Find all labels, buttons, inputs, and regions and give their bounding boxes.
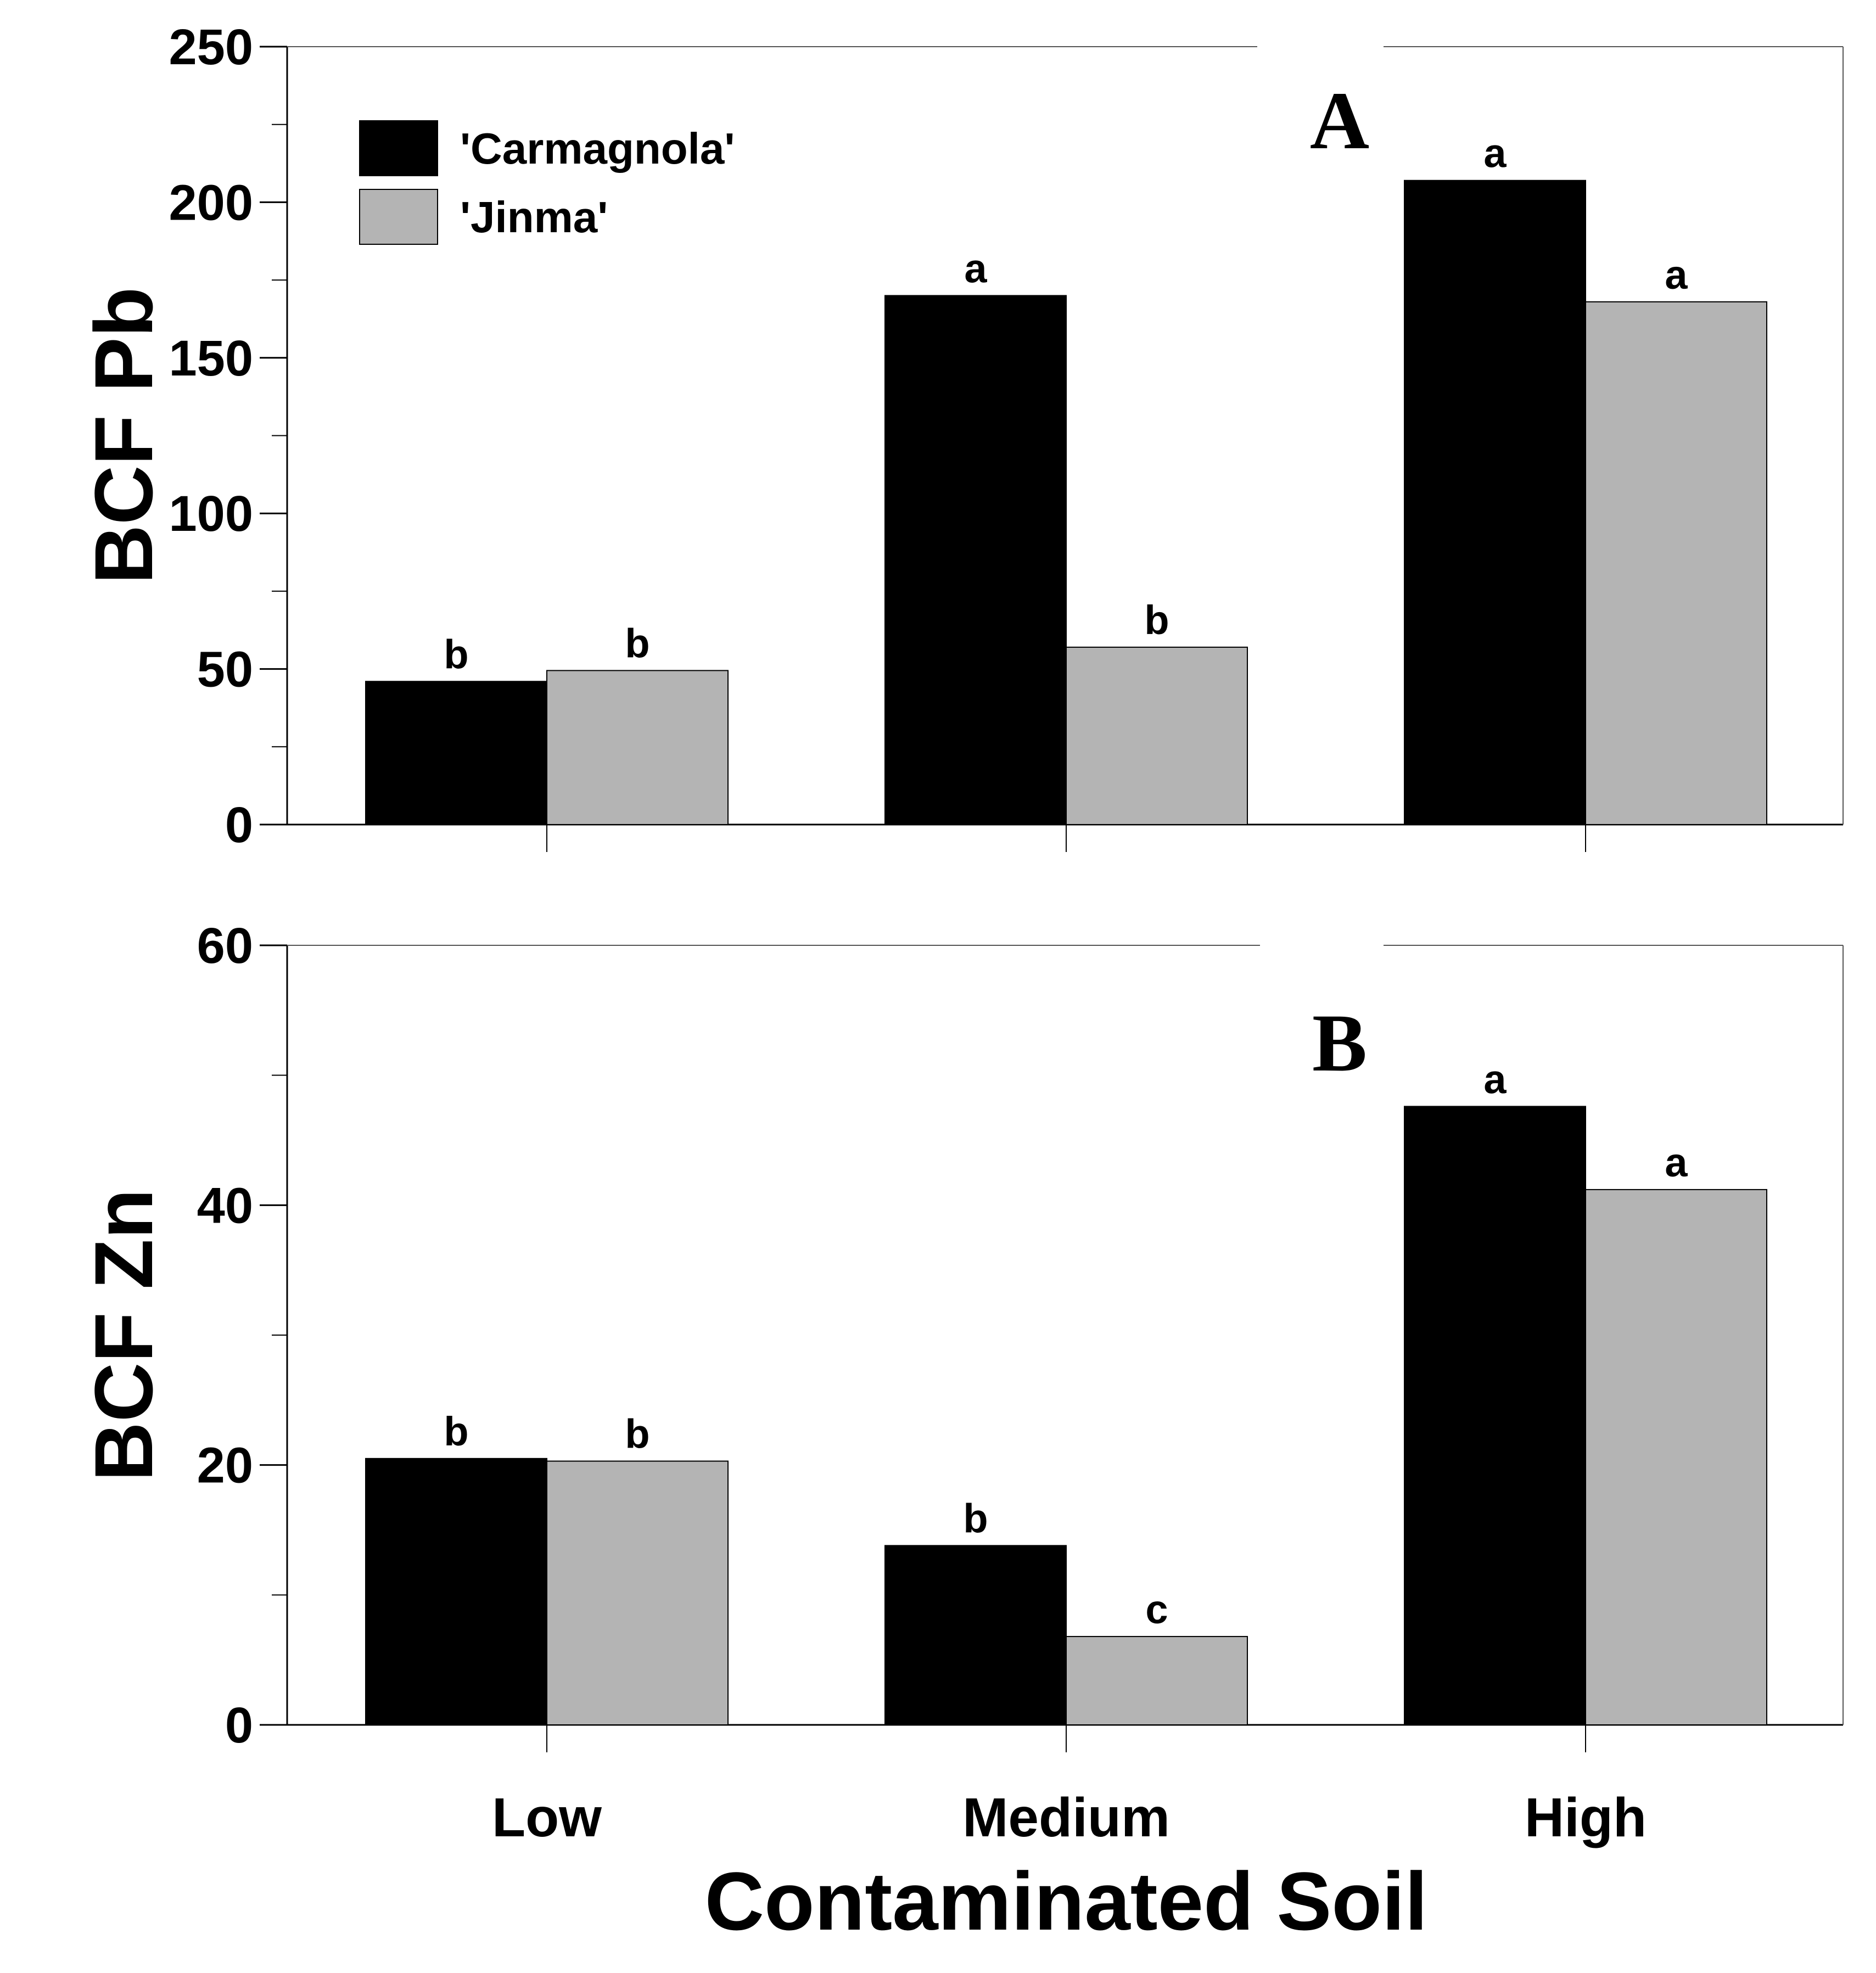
legend: 'Carmagnola' 'Jinma': [359, 120, 735, 245]
panel-b: 0 20 40 60 b b a b c a BCF Zn B: [77, 918, 1844, 1753]
y-tick-label: 20: [197, 1438, 253, 1494]
significance-label: b: [625, 1411, 649, 1457]
significance-label: b: [963, 1495, 988, 1541]
significance-label: b: [444, 631, 468, 677]
x-category-label-high: High: [1525, 1787, 1647, 1848]
significance-label: a: [1483, 1056, 1507, 1102]
significance-label: a: [1665, 252, 1688, 298]
y-axis-title: BCF Zn: [77, 1189, 170, 1481]
bar-carmagnola: [1404, 1106, 1586, 1725]
bar-jinma: [546, 1460, 729, 1725]
bar-jinma: [546, 670, 729, 825]
legend-label: 'Carmagnola': [460, 124, 735, 173]
y-axis-title: BCF Pb: [77, 287, 170, 585]
x-category-label-low: Low: [492, 1787, 602, 1848]
y-tick-label: 0: [225, 797, 253, 853]
panel-label: A: [1310, 75, 1369, 166]
x-axis-title: Contaminated Soil: [705, 1855, 1428, 1947]
significance-label: a: [1483, 131, 1507, 176]
y-tick-label: 60: [197, 918, 253, 974]
legend-label: 'Jinma': [460, 193, 608, 242]
bar-carmagnola: [884, 295, 1067, 825]
bar-carmagnola: [365, 1458, 547, 1725]
significance-label: a: [964, 245, 987, 291]
bar-carmagnola: [365, 681, 547, 825]
bar-jinma: [1066, 646, 1248, 825]
y-tick-label: 250: [169, 19, 254, 75]
significance-label: a: [1665, 1140, 1688, 1185]
significance-label: b: [1144, 597, 1169, 643]
y-tick-label: 100: [169, 486, 254, 542]
x-category-labels: Low Medium High: [492, 1787, 1647, 1848]
bar-carmagnola: [884, 1545, 1067, 1725]
panel-label: B: [1312, 997, 1367, 1089]
bar-carmagnola: [1404, 180, 1586, 825]
significance-label: c: [1145, 1587, 1168, 1632]
x-category-label-medium: Medium: [962, 1787, 1170, 1848]
legend-swatch: [359, 189, 438, 245]
bar-jinma: [1585, 1189, 1767, 1725]
y-tick-label: 0: [225, 1697, 253, 1753]
bar-jinma: [1066, 1636, 1248, 1725]
bar-jinma: [1585, 301, 1767, 825]
significance-label: b: [444, 1409, 468, 1454]
legend-swatch: [359, 120, 438, 176]
y-tick-label: 150: [169, 330, 254, 386]
y-tick-label: 40: [197, 1178, 253, 1234]
panel-a: 0 50 100 150 200 250 b a a b b a BCF Pb A 'Carmagnola'…: [77, 19, 1844, 853]
y-tick-label: 50: [197, 642, 253, 698]
significance-label: b: [625, 620, 649, 666]
y-tick-label: 200: [169, 175, 254, 231]
